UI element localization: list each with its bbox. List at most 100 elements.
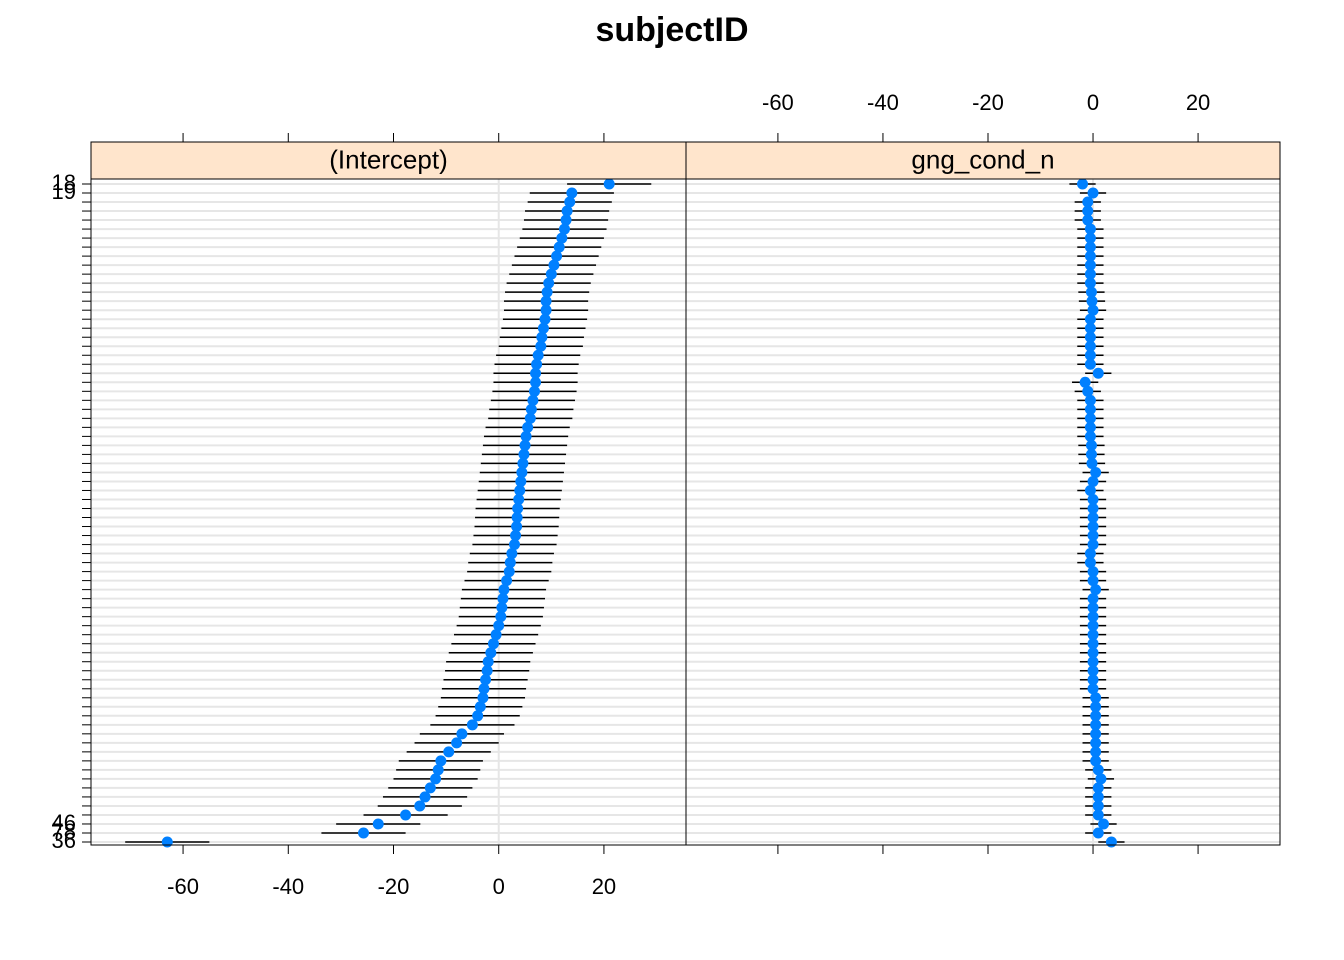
dot (530, 376, 542, 388)
dot (566, 187, 578, 199)
dot (496, 602, 508, 614)
dot (1092, 809, 1104, 821)
dot (558, 223, 570, 235)
dot (518, 448, 530, 460)
dot (443, 746, 455, 758)
dot (1087, 566, 1099, 578)
dot (493, 620, 505, 632)
dot (1079, 376, 1091, 388)
dot (540, 304, 552, 316)
dot (1084, 241, 1096, 253)
dot (530, 367, 542, 379)
dot (1092, 764, 1104, 776)
dot (472, 710, 484, 722)
x-tick-label: 0 (1087, 90, 1099, 115)
dot (1087, 674, 1099, 686)
dot (498, 584, 510, 596)
dot (1092, 367, 1104, 379)
dot (1084, 394, 1096, 406)
dot (1090, 710, 1102, 722)
dot (506, 548, 518, 560)
dot (1084, 358, 1096, 370)
dot (495, 611, 507, 623)
dot (1090, 737, 1102, 749)
dot (1087, 521, 1099, 533)
dot (511, 512, 523, 524)
dot (1085, 286, 1097, 298)
dot (1087, 475, 1099, 487)
dot (1082, 205, 1094, 217)
dot (541, 286, 553, 298)
dot (1085, 448, 1097, 460)
dot (514, 484, 526, 496)
y-tick-label: 18 (52, 170, 76, 195)
dot (1092, 800, 1104, 812)
dot (1077, 178, 1089, 190)
dot (1082, 214, 1094, 226)
x-tick-label: -40 (272, 874, 304, 899)
dot (1087, 638, 1099, 650)
x-tick-label: -60 (762, 90, 794, 115)
dot (1084, 232, 1096, 244)
dot (1090, 701, 1102, 713)
dot (1090, 728, 1102, 740)
dot (1105, 836, 1117, 848)
dot (1084, 268, 1096, 280)
dot (1084, 484, 1096, 496)
dot (522, 421, 534, 433)
dot (1090, 746, 1102, 758)
dot (419, 791, 431, 803)
dot (490, 629, 502, 641)
dot (1084, 557, 1096, 569)
dot (414, 800, 426, 812)
dot (1092, 827, 1104, 839)
dot (501, 575, 513, 587)
dot (539, 313, 551, 325)
dot (1084, 421, 1096, 433)
dot (532, 349, 544, 361)
dot (1084, 277, 1096, 289)
x-tick-label: -20 (972, 90, 1004, 115)
dot (1087, 575, 1099, 587)
dot (424, 782, 436, 794)
dot (432, 764, 444, 776)
dot (564, 196, 576, 208)
y-tick-label: 36 (52, 828, 76, 853)
dot (508, 539, 520, 551)
dot (485, 647, 497, 659)
chart-title: subjectID (595, 11, 748, 49)
dot (524, 412, 536, 424)
dot (1087, 629, 1099, 641)
dot (1084, 403, 1096, 415)
dot (540, 295, 552, 307)
dot (1087, 593, 1099, 605)
dot (1084, 349, 1096, 361)
dot (1084, 430, 1096, 442)
panel-border (90, 178, 687, 846)
dot (528, 385, 540, 397)
dot (1084, 331, 1096, 343)
strip (90, 141, 687, 180)
dot (1087, 187, 1099, 199)
dot (474, 701, 486, 713)
dot (435, 755, 447, 767)
dot (480, 674, 492, 686)
dot (511, 521, 523, 533)
panel-border (685, 178, 1281, 846)
dot (535, 340, 547, 352)
dot (1087, 493, 1099, 505)
dot (536, 331, 548, 343)
dot (1090, 692, 1102, 704)
dot (1087, 512, 1099, 524)
dot (451, 737, 463, 749)
dot (1084, 340, 1096, 352)
dot (1087, 665, 1099, 677)
dot (512, 502, 524, 514)
dot (1087, 683, 1099, 695)
dot (1087, 656, 1099, 668)
x-tick-label: 20 (592, 874, 616, 899)
dot (519, 439, 531, 451)
dot (531, 358, 543, 370)
dot (556, 232, 568, 244)
